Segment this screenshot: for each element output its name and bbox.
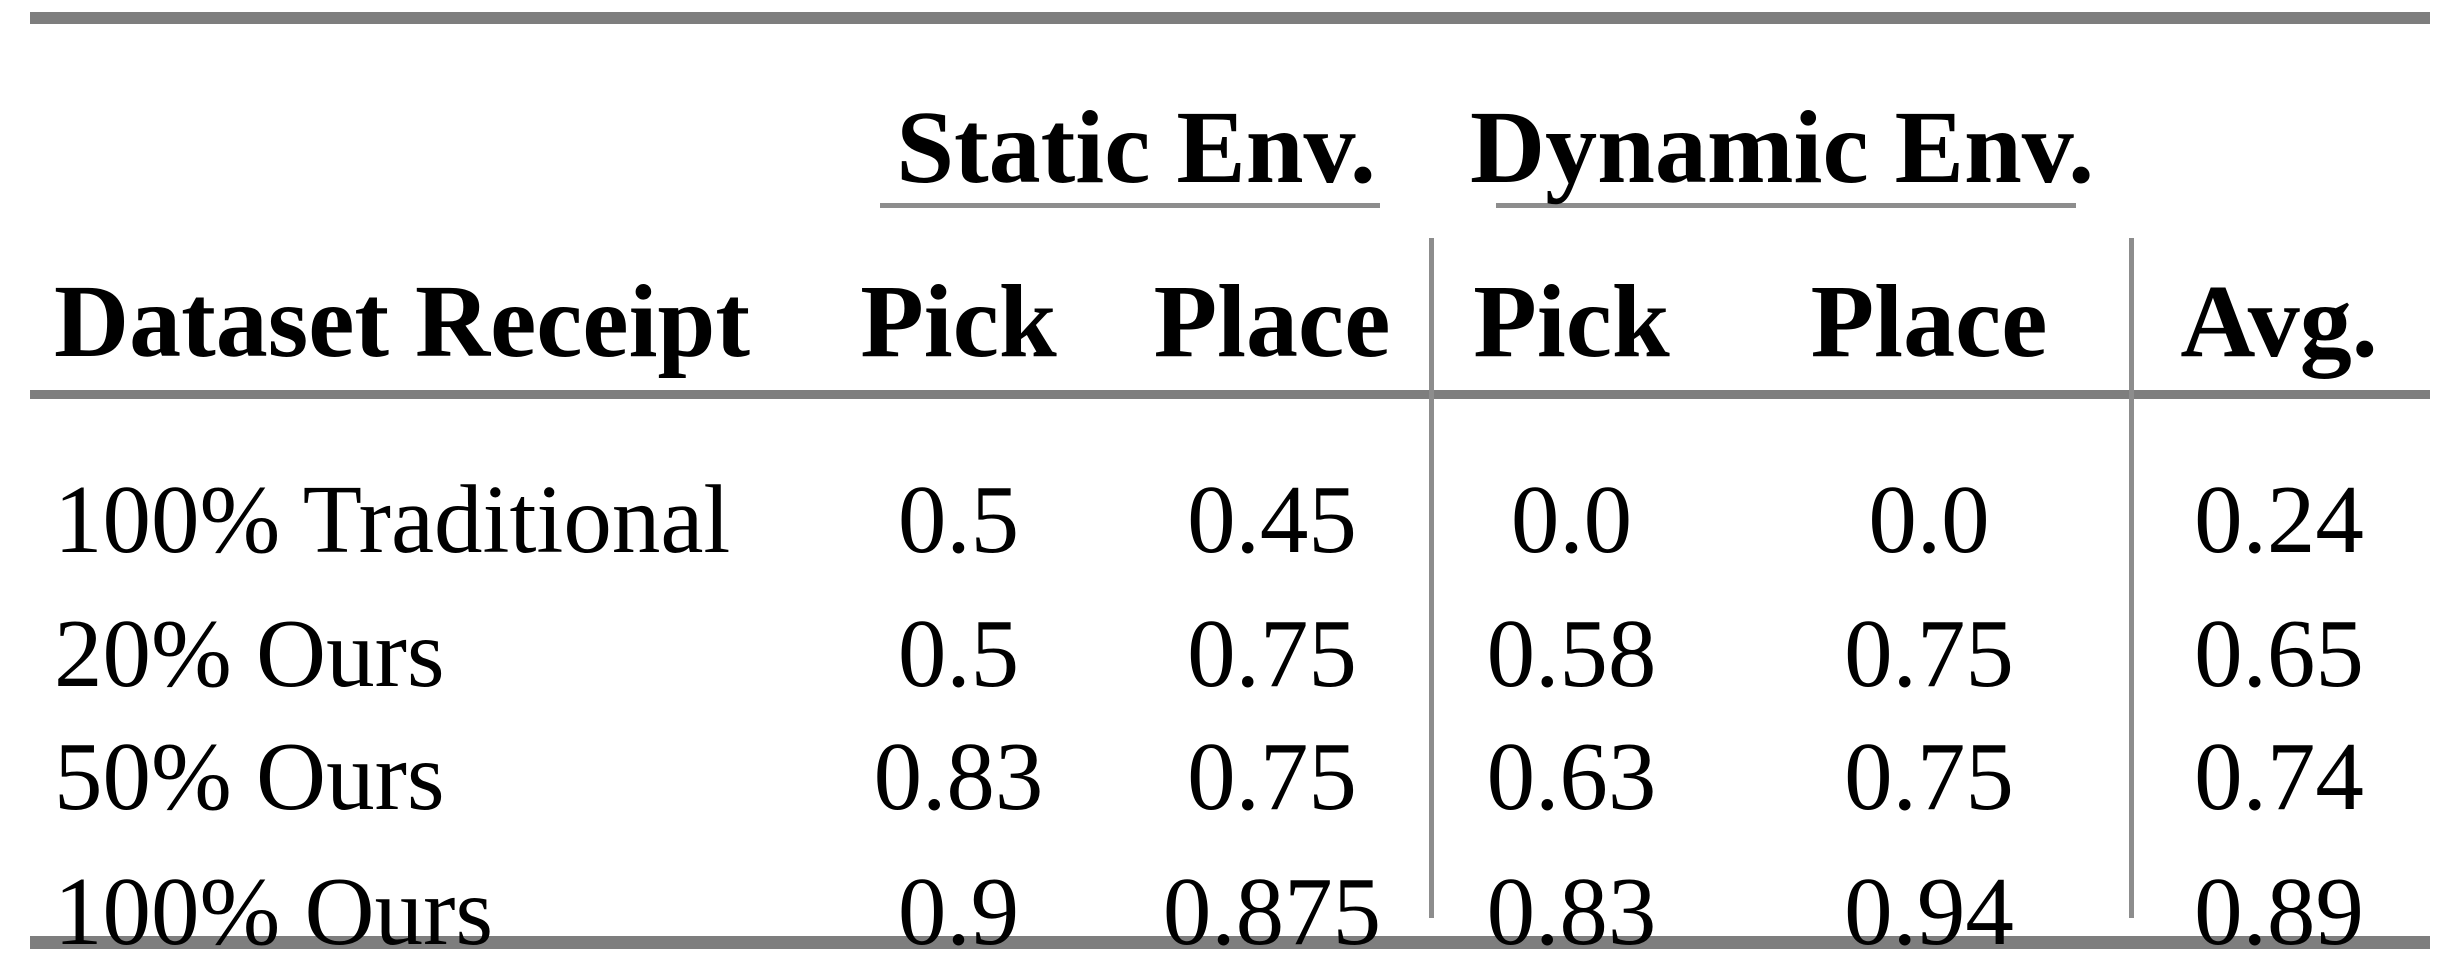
- col-header-dynamic-place: Place: [1810, 263, 2048, 379]
- col-header-static-pick: Pick: [860, 263, 1057, 379]
- table-row: 100% Ours 0.9 0.875 0.83 0.94 0.89: [24, 838, 2416, 966]
- cell-static-pick: 0.5: [897, 600, 1020, 707]
- results-table: Static Env. Dynamic Env. Dataset Receipt…: [24, 22, 2416, 966]
- group-header-dynamic-env: Dynamic Env.: [1469, 90, 2095, 205]
- cell-static-pick: 0.9: [897, 857, 1020, 965]
- cell-static-place: 0.45: [1187, 466, 1357, 573]
- col-header-dataset-receipt: Dataset Receipt: [54, 263, 750, 379]
- column-divider-static-dynamic: [1429, 238, 1434, 918]
- static-env-underline: [880, 203, 1380, 208]
- cell-static-place: 0.75: [1187, 600, 1357, 707]
- table-row: 50% Ours 0.83 0.75 0.63 0.75 0.74: [24, 715, 2416, 838]
- cell-static-place: 0.875: [1162, 857, 1382, 965]
- group-header-spacer: [24, 22, 860, 222]
- cell-avg: 0.65: [2194, 600, 2364, 707]
- cell-static-pick: 0.83: [873, 723, 1044, 830]
- cell-dynamic-pick: 0.63: [1486, 723, 1657, 830]
- cell-static-pick: 0.5: [897, 466, 1020, 573]
- cell-dynamic-place: 0.94: [1844, 857, 2014, 965]
- cell-dynamic-place: 0.75: [1844, 723, 2014, 830]
- cell-dynamic-place: 0.75: [1844, 600, 2014, 707]
- table-bottom-rule: [30, 936, 2430, 949]
- group-header-spacer: [2132, 22, 2416, 222]
- cell-avg: 0.24: [2194, 466, 2364, 573]
- group-header-row: Static Env. Dynamic Env.: [24, 22, 2416, 222]
- group-header-static-env: Static Env.: [896, 90, 1376, 205]
- cell-dynamic-pick: 0.0: [1510, 466, 1633, 573]
- dynamic-env-underline: [1496, 203, 2076, 208]
- cell-avg: 0.89: [2194, 857, 2364, 965]
- col-header-static-place: Place: [1153, 263, 1391, 379]
- table-top-rule: [30, 12, 2430, 24]
- col-header-dynamic-pick: Pick: [1473, 263, 1670, 379]
- column-header-row: Dataset Receipt Pick Place Pick Place Av…: [24, 222, 2416, 421]
- col-header-avg: Avg.: [2180, 263, 2378, 379]
- table-row: 100% Traditional 0.5 0.45 0.0 0.0 0.24: [24, 421, 2416, 592]
- cell-dynamic-pick: 0.83: [1486, 857, 1657, 965]
- table-header-rule: [30, 390, 2430, 399]
- table-row: 20% Ours 0.5 0.75 0.58 0.75 0.65: [24, 592, 2416, 715]
- column-divider-dynamic-avg: [2129, 238, 2134, 918]
- row-label: 100% Traditional: [54, 466, 731, 573]
- row-label: 100% Ours: [54, 857, 494, 965]
- row-label: 50% Ours: [54, 723, 445, 830]
- cell-dynamic-pick: 0.58: [1486, 600, 1657, 707]
- row-label: 20% Ours: [54, 600, 445, 707]
- cell-dynamic-place: 0.0: [1868, 466, 1990, 573]
- cell-static-place: 0.75: [1187, 723, 1357, 830]
- cell-avg: 0.74: [2194, 723, 2364, 830]
